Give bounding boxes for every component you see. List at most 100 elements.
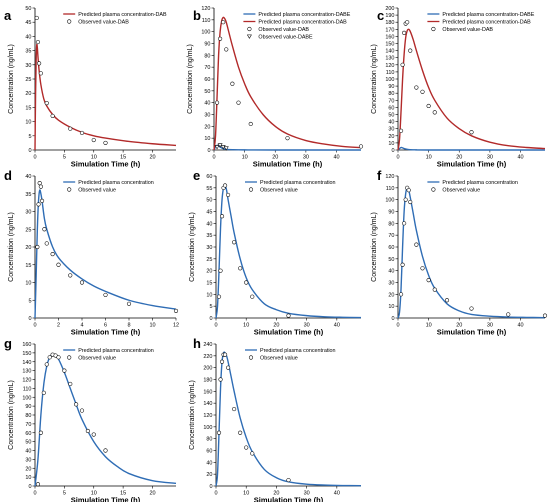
x-tick-label: 10 bbox=[149, 323, 155, 329]
y-tick-label: 20 bbox=[388, 292, 394, 298]
y-tick-label: 20 bbox=[25, 245, 31, 251]
observed-point bbox=[38, 430, 43, 435]
y-tick-label: 120 bbox=[201, 6, 210, 12]
panel-g: g010203040506070809010011012013014015016… bbox=[4, 336, 177, 502]
y-tick-label: 15 bbox=[206, 281, 212, 287]
observed-point bbox=[286, 478, 291, 483]
y-tick-label: 80 bbox=[204, 53, 210, 59]
observed-point bbox=[79, 130, 85, 136]
x-tick-label: 20 bbox=[273, 491, 279, 497]
observed-point bbox=[232, 240, 237, 245]
y-tick-label: 30 bbox=[25, 63, 31, 69]
x-tick-label: 20 bbox=[456, 155, 462, 161]
observed-point bbox=[74, 402, 79, 407]
legend-swatch-circle bbox=[247, 26, 252, 32]
y-tick-label: 30 bbox=[388, 127, 394, 133]
observed-point bbox=[85, 428, 90, 434]
legend-entry: Observed value-DABE bbox=[258, 34, 313, 40]
observed-point bbox=[103, 448, 108, 453]
observed-point bbox=[68, 126, 73, 131]
panel-a: a 0 5 10 15 20 25 30 35 40 45 50 0 5 10 15 20 Simulation … bbox=[4, 6, 177, 169]
y-tick-label: 0 bbox=[28, 316, 31, 322]
y-tick-label: 160 bbox=[22, 342, 31, 348]
observed-point bbox=[216, 430, 222, 435]
observed-point bbox=[216, 294, 222, 299]
legend-entry: Predicted plasma concentration bbox=[260, 348, 336, 354]
y-tick-label: 100 bbox=[385, 77, 394, 83]
y-tick-label: 10 bbox=[388, 141, 394, 147]
legend-entry: Observed value-DAB bbox=[258, 27, 309, 33]
observed-point bbox=[219, 359, 225, 364]
y-axis-title: Concentration (ng/mL) bbox=[371, 212, 378, 282]
y-tick-label: 70 bbox=[388, 98, 394, 104]
observed-point bbox=[36, 202, 41, 207]
y-tick-label: 40 bbox=[388, 269, 394, 275]
y-tick-label: 45 bbox=[25, 20, 31, 26]
series-line-blue bbox=[215, 184, 362, 319]
y-tick-label: 30 bbox=[25, 457, 31, 463]
y-tick-label: 40 bbox=[25, 34, 31, 40]
x-tick-label: 10 bbox=[243, 491, 249, 497]
x-tick-label: 40 bbox=[517, 323, 523, 329]
x-tick-label: 40 bbox=[334, 323, 340, 329]
legend-swatch-circle bbox=[431, 187, 436, 192]
y-tick-label: 50 bbox=[25, 6, 31, 12]
x-tick-label: 10 bbox=[426, 323, 432, 329]
panel-letter: d bbox=[4, 168, 12, 183]
observed-point bbox=[42, 227, 47, 232]
x-tick-label: 40 bbox=[334, 491, 340, 497]
x-tick-label: 30 bbox=[487, 155, 493, 161]
observed-point bbox=[432, 110, 437, 115]
x-axis-title: Simulation Time (h) bbox=[71, 496, 141, 502]
y-tick-label: 90 bbox=[25, 404, 31, 410]
y-tick-label: 40 bbox=[204, 101, 210, 107]
observed-point bbox=[414, 242, 419, 247]
observed-point bbox=[53, 353, 58, 358]
observed-point bbox=[173, 308, 179, 313]
observed-point bbox=[398, 292, 404, 297]
observed-point bbox=[103, 140, 108, 145]
y-tick-label: 10 bbox=[25, 475, 31, 481]
y-tick-label: 20 bbox=[25, 91, 31, 97]
observed-point-triangle bbox=[223, 146, 229, 151]
observed-point bbox=[506, 312, 511, 317]
observed-point bbox=[38, 184, 43, 189]
y-tick-label: 30 bbox=[388, 281, 394, 287]
observed-point bbox=[79, 280, 85, 285]
y-tick-label: 70 bbox=[25, 422, 31, 428]
y-tick-label: 100 bbox=[203, 425, 212, 431]
y-tick-label: 0 bbox=[209, 316, 212, 322]
observed-point bbox=[402, 30, 407, 35]
y-tick-label: 180 bbox=[203, 378, 212, 384]
y-tick-label: 10 bbox=[388, 304, 394, 310]
x-tick-label: 12 bbox=[173, 323, 179, 329]
y-tick-label: 50 bbox=[206, 198, 212, 204]
y-tick-label: 80 bbox=[206, 437, 212, 443]
y-axis-title: Concentration (ng/mL) bbox=[189, 380, 196, 450]
y-axis-title: Concentration (ng/mL) bbox=[187, 44, 194, 114]
y-tick-label: 160 bbox=[203, 389, 212, 395]
observed-point bbox=[39, 198, 45, 203]
y-tick-label: 60 bbox=[25, 431, 31, 437]
observed-point bbox=[398, 128, 404, 133]
series-line-blue bbox=[397, 186, 546, 319]
y-tick-label: 150 bbox=[22, 351, 31, 357]
observed-point bbox=[103, 292, 108, 297]
x-tick-label: 15 bbox=[120, 491, 126, 497]
x-axis-title: Simulation Time (h) bbox=[71, 328, 141, 337]
legend-entry: Predicted plasma concentration-DAB bbox=[78, 12, 167, 18]
observed-point bbox=[37, 61, 42, 66]
observed-point bbox=[244, 445, 249, 450]
observed-point-triangle bbox=[214, 145, 220, 150]
observed-point bbox=[408, 48, 413, 53]
y-tick-label: 110 bbox=[386, 70, 395, 76]
observed-point bbox=[35, 244, 40, 250]
y-axis-title: Concentration (ng/mL) bbox=[8, 44, 15, 114]
observed-point bbox=[218, 268, 223, 273]
y-tick-label: 0 bbox=[209, 484, 212, 490]
observed-point bbox=[41, 390, 46, 395]
observed-point bbox=[358, 144, 364, 149]
observed-point bbox=[469, 306, 474, 311]
series-line-red bbox=[213, 16, 362, 151]
x-tick-label: 0 bbox=[396, 323, 399, 329]
